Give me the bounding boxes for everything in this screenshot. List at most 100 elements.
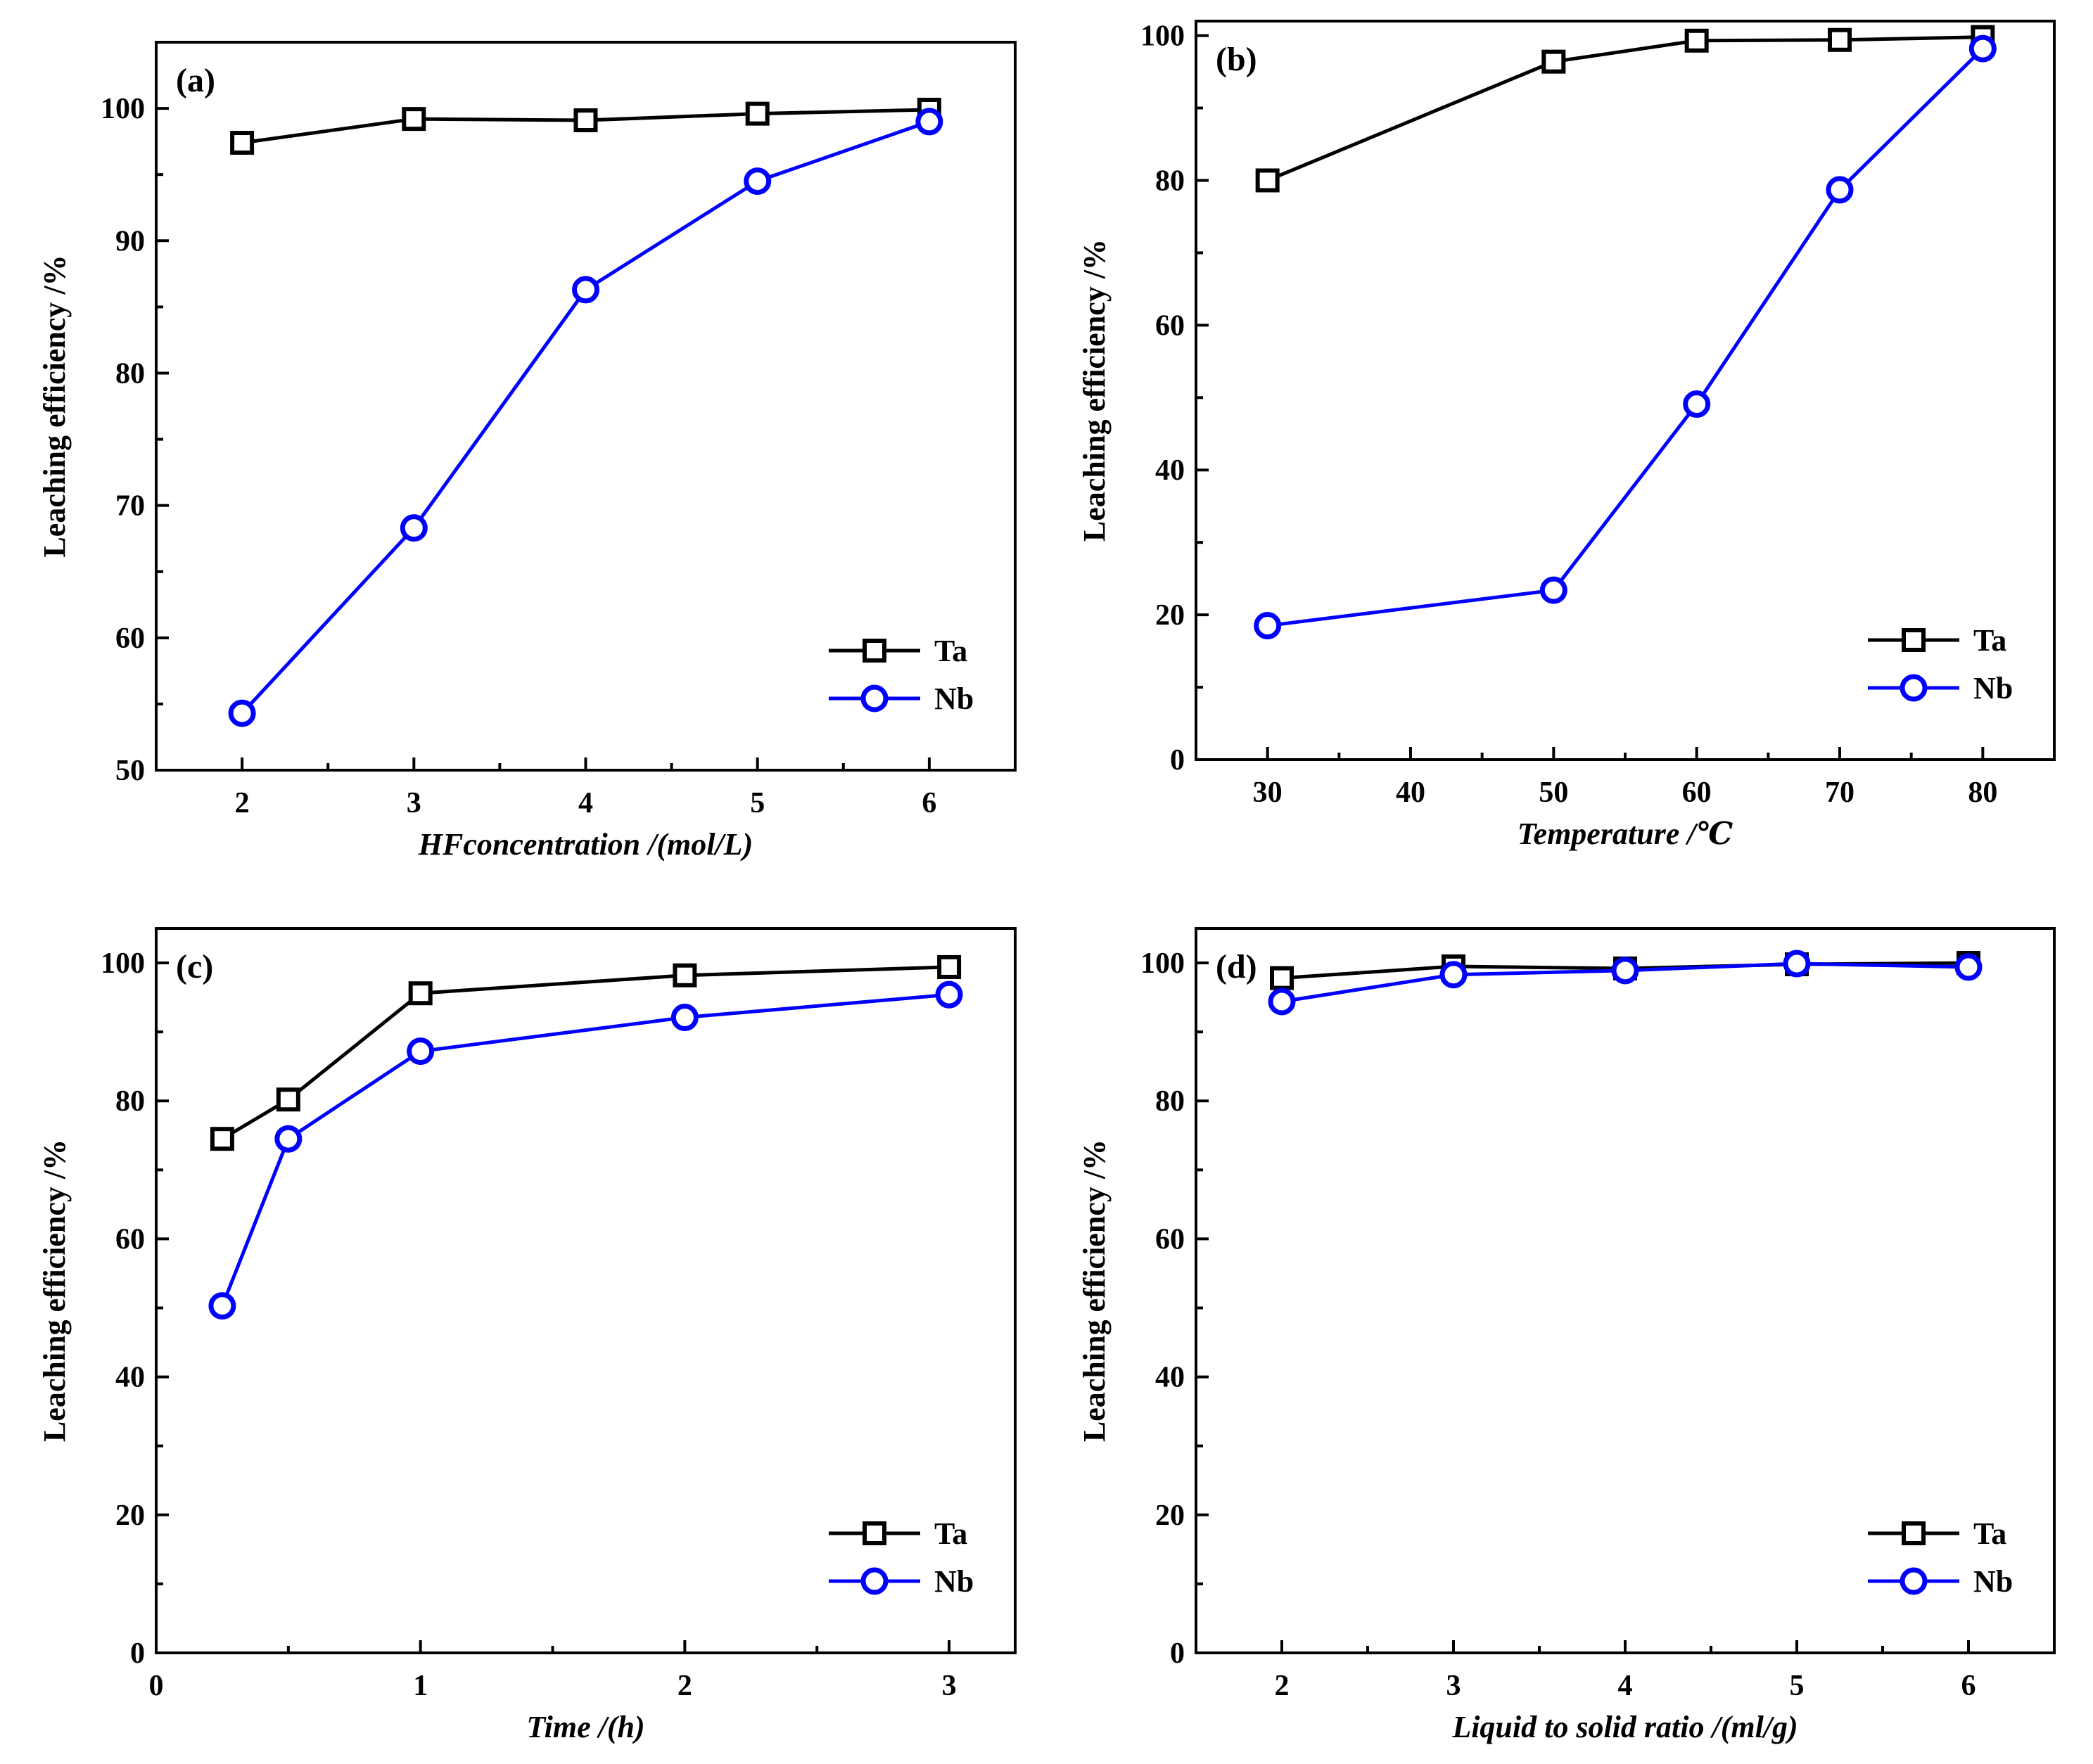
y-tick-label: 20 [1155,599,1185,632]
data-point-nb [670,1004,699,1032]
plot-frame [155,927,1017,1654]
x-tick-label: 40 [1396,776,1425,809]
data-point-nb [1439,961,1468,989]
data-point-nb [1826,176,1854,204]
data-point-nb [935,980,963,1009]
y-axis-title: Leaching efficiency /% [37,1139,72,1442]
y-tick-label: 0 [1170,1637,1185,1670]
x-axis-title: Temperature /℃ [1518,817,1733,851]
y-tick-label: 0 [1170,744,1185,776]
data-point-nb [1954,953,1983,981]
panel-a: 2 3 4 5 6 50 60 70 80 90 100 HFconcentration /(mol/… [37,41,1017,862]
y-tick-label: 20 [115,1500,145,1532]
legend-marker-nb [860,684,889,712]
y-tick-label: 0 [130,1637,145,1670]
x-tick-label: 4 [1618,1670,1633,1702]
data-point-nb [208,1292,236,1320]
x-tick-label: 3 [1446,1670,1461,1702]
series-line-nb [220,992,950,1307]
data-point-nb [407,1037,435,1066]
x-tick-label: 70 [1825,776,1855,809]
legend-label-ta: Ta [1973,623,2006,658]
data-point-ta [1270,966,1294,990]
y-tick-label: 100 [1140,947,1185,980]
series-line-nb [241,120,930,715]
y-tick-label: 40 [115,1362,145,1394]
data-point-ta [573,108,598,133]
data-point-ta [408,981,433,1006]
x-tick-label: 6 [922,787,936,819]
data-point-nb [400,514,428,542]
x-tick-label: 60 [1682,776,1712,809]
data-point-nb [1783,950,1811,978]
y-tick-label: 60 [115,622,145,655]
y-tick-label: 20 [1155,1500,1185,1532]
y-tick-label: 100 [101,947,145,980]
legend-marker-ta [1902,1521,1926,1545]
legend-label-ta: Ta [1973,1516,2006,1551]
data-point-nb [274,1125,303,1153]
data-point-nb [1268,988,1296,1016]
panel-c: 0 1 2 3 0 20 40 60 80 100 Time /(h) Leaching effici… [37,927,1017,1744]
data-point-nb [1254,612,1282,640]
data-point-nb [915,108,943,136]
legend-marker-nb [860,1567,889,1595]
legend-label-ta: Ta [934,634,967,668]
y-tick-label: 100 [1140,20,1185,53]
x-tick-label: 5 [750,787,765,819]
x-tick-label: 4 [578,787,593,819]
legend-marker-ta [1902,628,1926,652]
y-tick-label: 80 [115,357,145,390]
x-tick-label: 3 [942,1670,957,1702]
legend-marker-ta [863,1521,886,1545]
y-tick-label: 70 [115,490,145,523]
y-tick-label: 40 [1155,1362,1185,1394]
data-point-nb [1683,390,1711,418]
y-tick-label: 40 [1155,454,1185,487]
data-point-nb [228,699,256,727]
legend-label-nb: Nb [1973,671,2013,705]
y-axis-title: Leaching efficiency /% [1077,1139,1112,1442]
x-tick-label: 2 [1275,1670,1290,1702]
legend-label-nb: Nb [1973,1564,2013,1599]
series-line-ta [221,965,950,1141]
x-tick-label: 2 [677,1670,692,1702]
x-axis-title: Liquid to solid ratio /(ml/g) [1451,1710,1798,1744]
y-tick-label: 80 [115,1085,145,1118]
panel-label: (d) [1216,948,1257,985]
x-axis-title: HFconcentration /(mol/L) [418,827,753,862]
panel-label: (a) [176,62,215,99]
x-tick-label: 80 [1968,776,1997,809]
x-tick-label: 30 [1253,776,1283,809]
y-tick-label: 80 [1155,165,1185,197]
x-tick-label: 50 [1539,776,1568,809]
legend-label-ta: Ta [934,1516,967,1551]
series-line-ta [1266,35,1983,182]
y-tick-label: 80 [1155,1085,1185,1118]
data-point-nb [1611,957,1639,985]
data-point-nb [572,276,599,304]
data-point-ta [230,131,255,155]
y-tick-label: 90 [115,225,145,257]
legend-label-nb: Nb [934,682,974,716]
x-tick-label: 6 [1961,1670,1976,1702]
legend-marker-nb [1900,674,1928,702]
y-axis-title: Leaching efficiency /% [1077,239,1112,542]
data-point-ta [937,954,962,979]
x-axis-title: Time /(h) [526,1710,644,1744]
data-point-ta [745,101,770,126]
data-point-ta [402,107,426,132]
y-tick-label: 60 [115,1223,145,1255]
y-tick-label: 50 [115,755,145,787]
y-tick-label: 100 [101,93,145,125]
x-tick-label: 3 [407,787,421,819]
panel-b: 30 40 50 60 70 80 0 20 40 60 80 100 Temperature /℃ Le… [1077,20,2056,851]
x-tick-label: 2 [235,787,250,819]
data-point-ta [673,963,697,988]
panel-label: (b) [1216,41,1257,78]
x-tick-label: 0 [149,1670,164,1702]
data-point-ta [276,1087,300,1112]
legend-marker-nb [1900,1567,1928,1595]
